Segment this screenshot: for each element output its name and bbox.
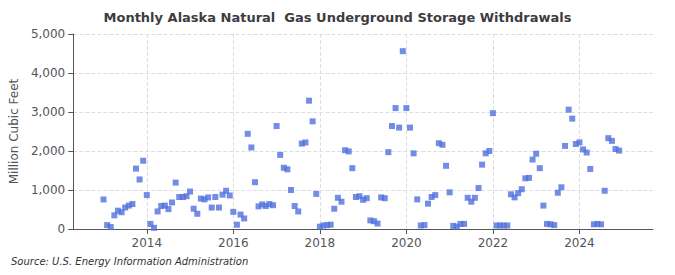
svg-text:2016: 2016 xyxy=(218,236,249,250)
svg-text:2014: 2014 xyxy=(132,236,163,250)
svg-text:Million Cubic Feet: Million Cubic Feet xyxy=(7,78,21,184)
svg-text:1,000: 1,000 xyxy=(31,183,65,197)
svg-text:2022: 2022 xyxy=(478,236,509,250)
svg-text:Source: U.S. Energy Informatio: Source: U.S. Energy Information Administ… xyxy=(11,256,248,267)
svg-text:4,000: 4,000 xyxy=(31,66,65,80)
svg-text:2024: 2024 xyxy=(564,236,595,250)
svg-text:2,000: 2,000 xyxy=(31,144,65,158)
svg-text:2018: 2018 xyxy=(305,236,336,250)
svg-text:3,000: 3,000 xyxy=(31,105,65,119)
svg-text:5,000: 5,000 xyxy=(31,27,65,41)
svg-text:Monthly Alaska Natural Gas Un: Monthly Alaska Natural Gas Underground S… xyxy=(104,10,572,25)
svg-text:2020: 2020 xyxy=(391,236,422,250)
svg-text:0: 0 xyxy=(58,222,66,236)
